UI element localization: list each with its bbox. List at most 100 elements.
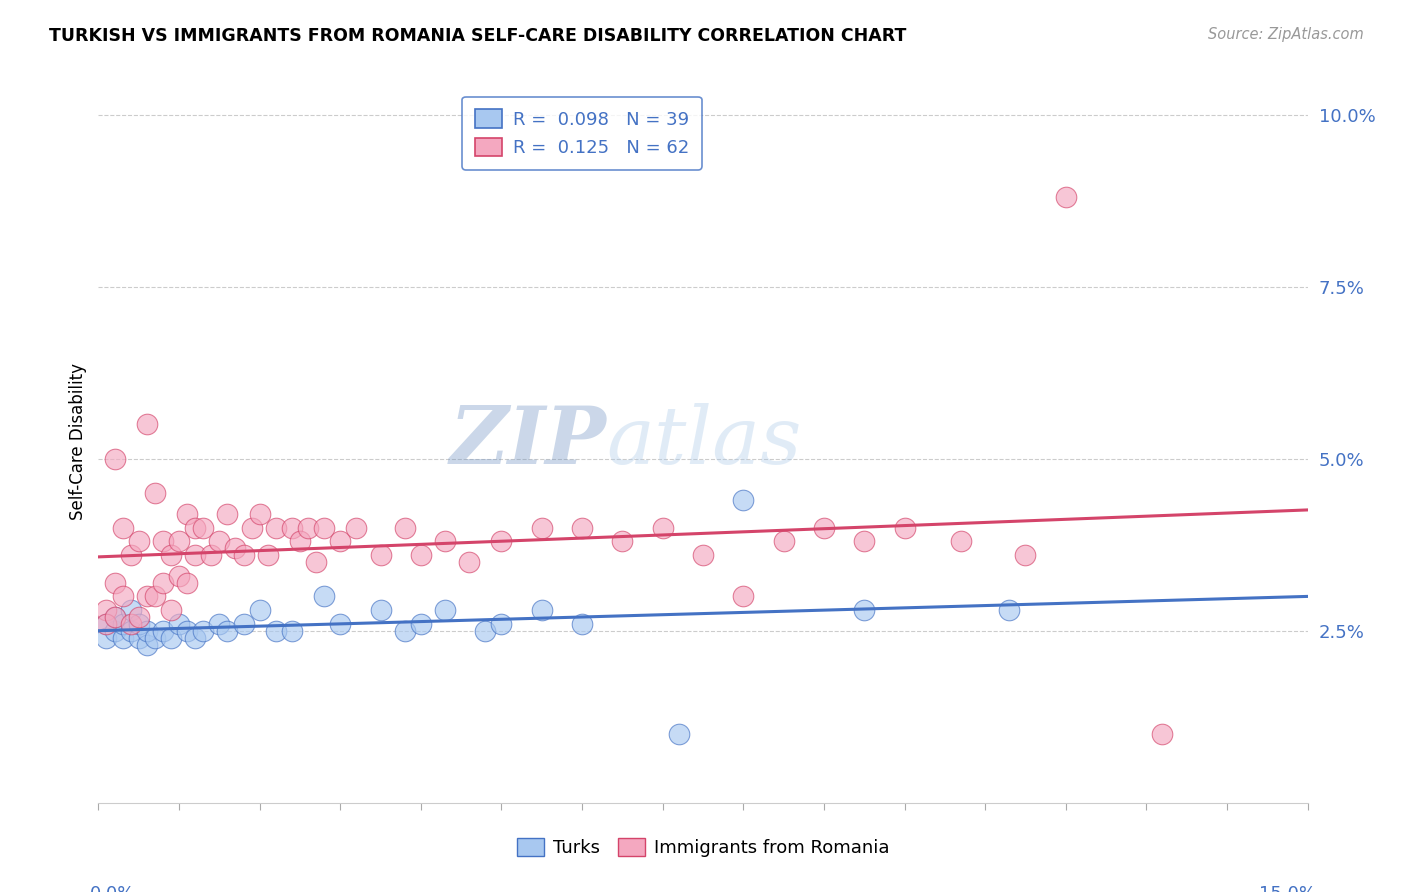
Point [772, 534, 794, 549]
Point [200, 548, 222, 562]
Legend: Turks, Immigrants from Romania: Turks, Immigrants from Romania [508, 829, 898, 866]
Point [571, 616, 593, 631]
Text: atlas: atlas [606, 403, 801, 480]
Point [135, 638, 157, 652]
Point [135, 590, 157, 604]
Point [111, 616, 134, 631]
Point [167, 534, 190, 549]
Point [184, 520, 207, 534]
Point [998, 603, 1021, 617]
Point [1152, 727, 1174, 741]
Point [135, 417, 157, 432]
Point [120, 548, 142, 562]
Point [224, 541, 246, 556]
Point [314, 590, 336, 604]
Point [103, 610, 125, 624]
Point [232, 548, 254, 562]
Text: ZIP: ZIP [450, 403, 606, 480]
Point [240, 520, 263, 534]
Point [314, 520, 336, 534]
Point [949, 534, 972, 549]
Point [152, 534, 174, 549]
Point [208, 534, 231, 549]
Point [256, 548, 278, 562]
Point [458, 555, 481, 569]
Point [160, 603, 183, 617]
Point [370, 603, 392, 617]
Point [305, 555, 328, 569]
Point [143, 590, 166, 604]
Point [288, 534, 311, 549]
Point [111, 520, 134, 534]
Point [103, 451, 125, 466]
Point [651, 520, 673, 534]
Point [232, 616, 254, 631]
Point [208, 616, 231, 631]
Point [394, 520, 416, 534]
Point [264, 624, 287, 638]
Point [152, 624, 174, 638]
Point [103, 610, 125, 624]
Point [184, 548, 207, 562]
Point [217, 507, 239, 521]
Point [893, 520, 915, 534]
Point [530, 603, 553, 617]
Text: TURKISH VS IMMIGRANTS FROM ROMANIA SELF-CARE DISABILITY CORRELATION CHART: TURKISH VS IMMIGRANTS FROM ROMANIA SELF-… [49, 27, 907, 45]
Point [733, 590, 755, 604]
Point [853, 603, 876, 617]
Point [96, 616, 118, 631]
Point [176, 624, 198, 638]
Point [409, 548, 432, 562]
Point [143, 486, 166, 500]
Point [193, 520, 215, 534]
Point [184, 631, 207, 645]
Point [249, 507, 271, 521]
Point [434, 534, 457, 549]
Point [152, 575, 174, 590]
Point [491, 616, 513, 631]
Point [128, 610, 150, 624]
Point [733, 493, 755, 508]
Point [249, 603, 271, 617]
Point [474, 624, 496, 638]
Point [668, 727, 690, 741]
Point [297, 520, 319, 534]
Text: 0.0%: 0.0% [90, 886, 136, 892]
Point [167, 616, 190, 631]
Point [571, 520, 593, 534]
Point [167, 568, 190, 582]
Point [344, 520, 367, 534]
Point [176, 575, 198, 590]
Point [193, 624, 215, 638]
Point [96, 631, 118, 645]
Point [281, 520, 304, 534]
Point [120, 603, 142, 617]
Point [120, 616, 142, 631]
Point [111, 590, 134, 604]
Point [128, 534, 150, 549]
Point [491, 534, 513, 549]
Point [370, 548, 392, 562]
Point [1054, 190, 1077, 204]
Text: Source: ZipAtlas.com: Source: ZipAtlas.com [1208, 27, 1364, 42]
Point [143, 631, 166, 645]
Point [176, 507, 198, 521]
Point [135, 624, 157, 638]
Point [853, 534, 876, 549]
Point [813, 520, 835, 534]
Point [128, 631, 150, 645]
Point [434, 603, 457, 617]
Point [128, 616, 150, 631]
Point [264, 520, 287, 534]
Point [612, 534, 634, 549]
Point [1014, 548, 1036, 562]
Point [111, 631, 134, 645]
Point [160, 548, 183, 562]
Point [394, 624, 416, 638]
Point [329, 534, 352, 549]
Point [217, 624, 239, 638]
Point [329, 616, 352, 631]
Point [96, 603, 118, 617]
Point [160, 631, 183, 645]
Point [409, 616, 432, 631]
